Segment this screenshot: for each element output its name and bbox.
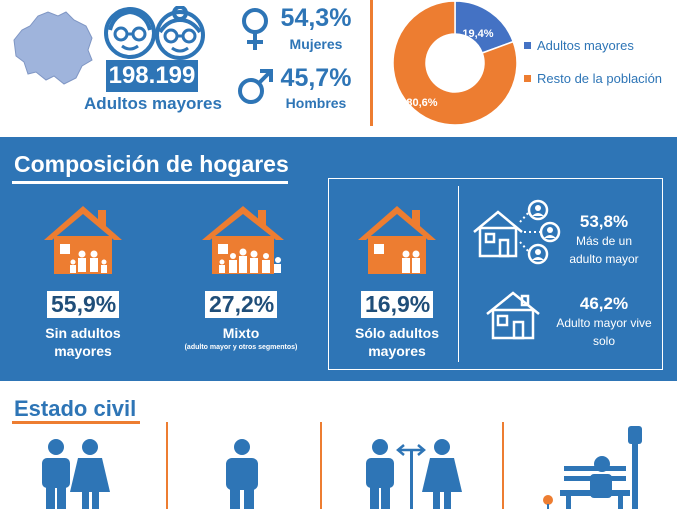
house-network-icon — [473, 199, 561, 265]
total-older-adults-value: 198.199 — [106, 60, 198, 92]
mas-de-uno-label: Más de un adulto mayor — [569, 234, 639, 266]
mixto-label: Mixto — [222, 325, 260, 341]
population-donut-chart: 19,4% 80,6% — [392, 0, 518, 126]
region-map — [13, 11, 93, 85]
donut-slice-1 — [392, 0, 518, 126]
older-adults-only-frame — [328, 178, 663, 370]
legend-item-resto: Resto de la población — [524, 71, 662, 86]
legend-label: Resto de la población — [537, 71, 663, 86]
sin-adultos-label: Sin adultos mayores — [45, 325, 121, 359]
legend-swatch-blue — [524, 42, 531, 49]
elderly-couple-icon — [104, 6, 205, 60]
total-older-adults-label: Adultos mayores — [84, 94, 222, 113]
household-composition-title: Composición de hogares — [14, 151, 289, 177]
female-symbol-icon — [242, 8, 268, 50]
vive-solo-label: Adulto mayor vive solo — [556, 316, 652, 348]
mixto-pct: 27,2% — [205, 291, 277, 318]
column-divider — [320, 422, 322, 509]
male-label: Hombres — [285, 95, 347, 111]
house-mixed-family-icon — [202, 206, 284, 274]
solo-adultos-pct: 16,9% — [361, 291, 433, 318]
mas-de-uno-pct: 53,8% — [579, 212, 629, 231]
mixto-note: (adulto mayor y otros segmentos) — [184, 344, 298, 351]
couple-icon — [42, 439, 110, 509]
column-divider — [166, 422, 168, 509]
male-percentage: 45,7% — [280, 64, 352, 92]
female-label: Mujeres — [289, 36, 343, 52]
house-single-icon — [486, 291, 540, 340]
separated-couple-icon — [366, 439, 462, 509]
sin-adultos-pct: 55,9% — [47, 291, 119, 318]
single-person-icon — [226, 439, 258, 509]
legend-item-adultos-mayores: Adultos mayores — [524, 38, 634, 53]
donut-label-resto: 80,6% — [406, 97, 437, 109]
solo-adultos-label: Sólo adultos mayores — [355, 325, 439, 359]
marital-status-underline — [12, 421, 140, 424]
column-divider — [502, 422, 504, 509]
house-elderly-icon — [358, 206, 436, 274]
marital-status-title: Estado civil — [14, 396, 137, 421]
legend-label: Adultos mayores — [537, 38, 634, 53]
vive-solo-pct: 46,2% — [579, 294, 629, 313]
top-divider — [370, 0, 373, 126]
house-family-icon — [44, 206, 122, 274]
title-underline — [12, 181, 288, 184]
donut-label-adultos-mayores: 19,4% — [462, 28, 493, 40]
male-symbol-icon — [238, 69, 273, 104]
household-composition-panel — [0, 137, 677, 381]
widow-bench-icon — [543, 426, 642, 509]
legend-swatch-orange — [524, 75, 531, 82]
female-percentage: 54,3% — [280, 4, 352, 32]
frame-inner-divider — [458, 186, 459, 362]
